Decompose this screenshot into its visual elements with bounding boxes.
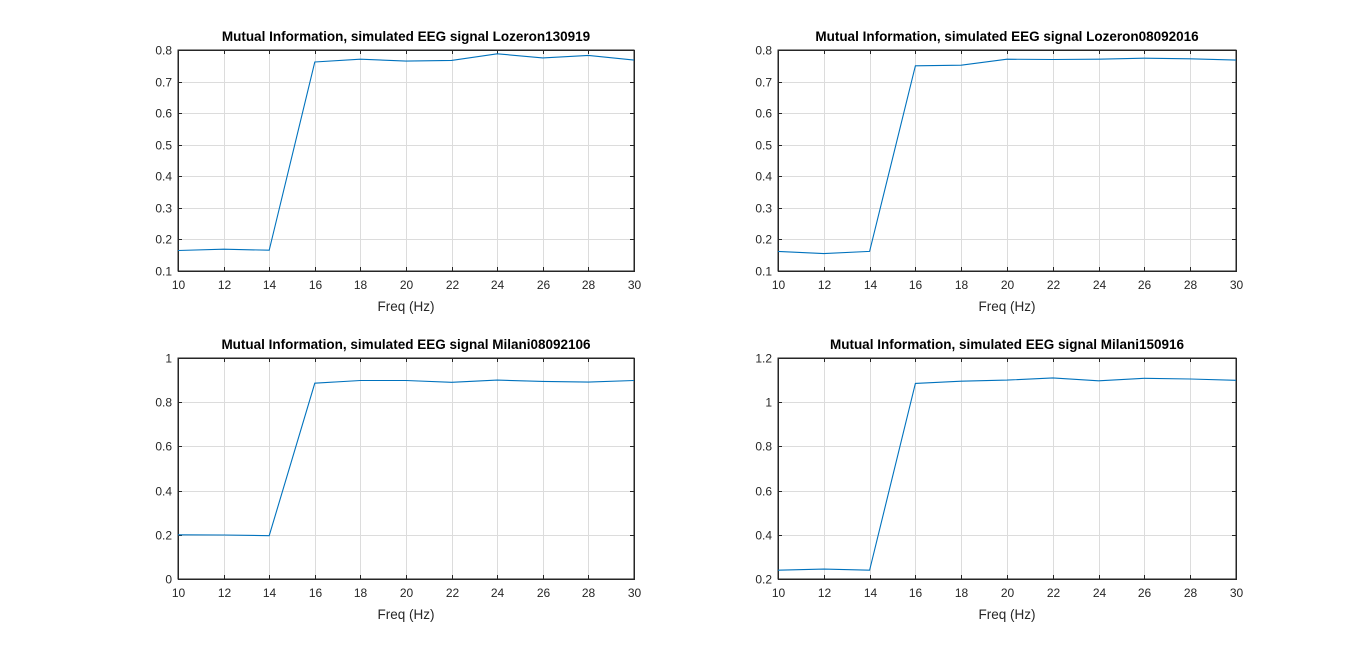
x-tick-label: 18 <box>955 278 969 292</box>
x-tick-label: 30 <box>1230 586 1244 600</box>
y-tick-label: 0.4 <box>755 529 772 543</box>
y-tick-label: 0.6 <box>155 107 172 121</box>
chart-panel-2: 10 12 14 16 18 20 22 24 26 28 30 0.1 0.2 0.3 0.4 0.5 0.6… <box>755 29 1243 314</box>
x-tick-label: 20 <box>1001 586 1015 600</box>
x-axis-label: Freq (Hz) <box>378 299 435 314</box>
x-tick-label: 28 <box>582 586 596 600</box>
y-tick-label: 0.6 <box>755 485 772 499</box>
x-tick-label: 26 <box>1138 586 1152 600</box>
x-tick-label: 30 <box>628 586 642 600</box>
x-tick-label: 14 <box>864 278 878 292</box>
x-tick-label: 22 <box>446 586 460 600</box>
x-tick-label: 12 <box>818 586 832 600</box>
chart-title: Mutual Information, simulated EEG signal… <box>222 29 590 44</box>
y-tick-label: 0.8 <box>755 44 772 58</box>
x-axis-label: Freq (Hz) <box>979 607 1036 622</box>
x-axis-label: Freq (Hz) <box>979 299 1036 314</box>
x-tick-label: 28 <box>1184 586 1198 600</box>
chart-title: Mutual Information, simulated EEG signal… <box>830 337 1185 352</box>
y-tick-label: 1 <box>165 352 172 366</box>
y-tick-label: 0.4 <box>155 170 172 184</box>
x-tick-label: 18 <box>354 586 368 600</box>
x-tick-label: 24 <box>1093 586 1107 600</box>
y-tick-label: 0.5 <box>755 139 772 153</box>
y-tick-label: 0.8 <box>755 440 772 454</box>
chart-panel-4: 10 12 14 16 18 20 22 24 26 28 30 0.2 0.4 0.6 0.8 1 1.2 Mu… <box>755 337 1243 622</box>
y-tick-label: 0.3 <box>155 202 172 216</box>
x-tick-label: 22 <box>1047 586 1061 600</box>
x-tick-label: 12 <box>218 586 232 600</box>
y-tick-label: 0.2 <box>755 233 772 247</box>
chart-title: Mutual Information, simulated EEG signal… <box>221 337 591 352</box>
x-tick-label: 22 <box>446 278 460 292</box>
x-tick-label: 14 <box>263 278 277 292</box>
y-tick-label: 0.2 <box>155 233 172 247</box>
y-tick-label: 0.3 <box>755 202 772 216</box>
x-tick-label: 28 <box>582 278 596 292</box>
x-tick-label: 16 <box>309 586 323 600</box>
chart-title: Mutual Information, simulated EEG signal… <box>815 29 1199 44</box>
x-tick-label: 12 <box>218 278 232 292</box>
y-tick-label: 0.1 <box>755 265 772 279</box>
x-tick-label: 24 <box>491 278 505 292</box>
x-tick-label: 10 <box>772 278 786 292</box>
x-tick-label: 12 <box>818 278 832 292</box>
x-tick-label: 20 <box>400 586 414 600</box>
x-tick-label: 14 <box>263 586 277 600</box>
x-tick-label: 28 <box>1184 278 1198 292</box>
y-tick-label: 0.1 <box>155 265 172 279</box>
y-tick-label: 0.2 <box>155 529 172 543</box>
y-tick-label: 0.7 <box>155 76 172 90</box>
x-tick-label: 26 <box>537 586 551 600</box>
y-tick-label: 0.6 <box>155 440 172 454</box>
y-tick-label: 0 <box>165 573 172 587</box>
y-tick-label: 0.5 <box>155 139 172 153</box>
x-tick-label: 14 <box>864 586 878 600</box>
x-tick-label: 26 <box>537 278 551 292</box>
x-tick-label: 30 <box>628 278 642 292</box>
chart-panel-1: 10 12 14 16 18 20 22 24 26 28 30 0.1 0.2 0.3 0.4 0.5 0.6… <box>155 29 641 314</box>
y-tick-label: 1.2 <box>755 352 772 366</box>
x-tick-label: 24 <box>491 586 505 600</box>
chart-panel-3: 10 12 14 16 18 20 22 24 26 28 30 0 0.2 0.4 0.6 0.8 1 Mutu… <box>155 337 641 622</box>
x-tick-label: 10 <box>172 278 186 292</box>
x-tick-label: 18 <box>955 586 969 600</box>
x-tick-label: 10 <box>172 586 186 600</box>
x-tick-label: 16 <box>909 278 923 292</box>
x-tick-label: 10 <box>772 586 786 600</box>
y-tick-label: 0.2 <box>755 573 772 587</box>
y-tick-label: 0.7 <box>755 76 772 90</box>
x-tick-label: 22 <box>1047 278 1061 292</box>
y-tick-label: 0.6 <box>755 107 772 121</box>
y-tick-label: 0.4 <box>755 170 772 184</box>
x-axis-label: Freq (Hz) <box>378 607 435 622</box>
x-tick-label: 16 <box>309 278 323 292</box>
x-tick-label: 24 <box>1093 278 1107 292</box>
x-tick-label: 20 <box>1001 278 1015 292</box>
x-tick-label: 16 <box>909 586 923 600</box>
y-tick-label: 0.4 <box>155 485 172 499</box>
x-tick-label: 26 <box>1138 278 1152 292</box>
y-tick-label: 0.8 <box>155 396 172 410</box>
x-tick-label: 30 <box>1230 278 1244 292</box>
y-tick-label: 1 <box>765 396 772 410</box>
x-tick-label: 18 <box>354 278 368 292</box>
x-tick-label: 20 <box>400 278 414 292</box>
y-tick-label: 0.8 <box>155 44 172 58</box>
